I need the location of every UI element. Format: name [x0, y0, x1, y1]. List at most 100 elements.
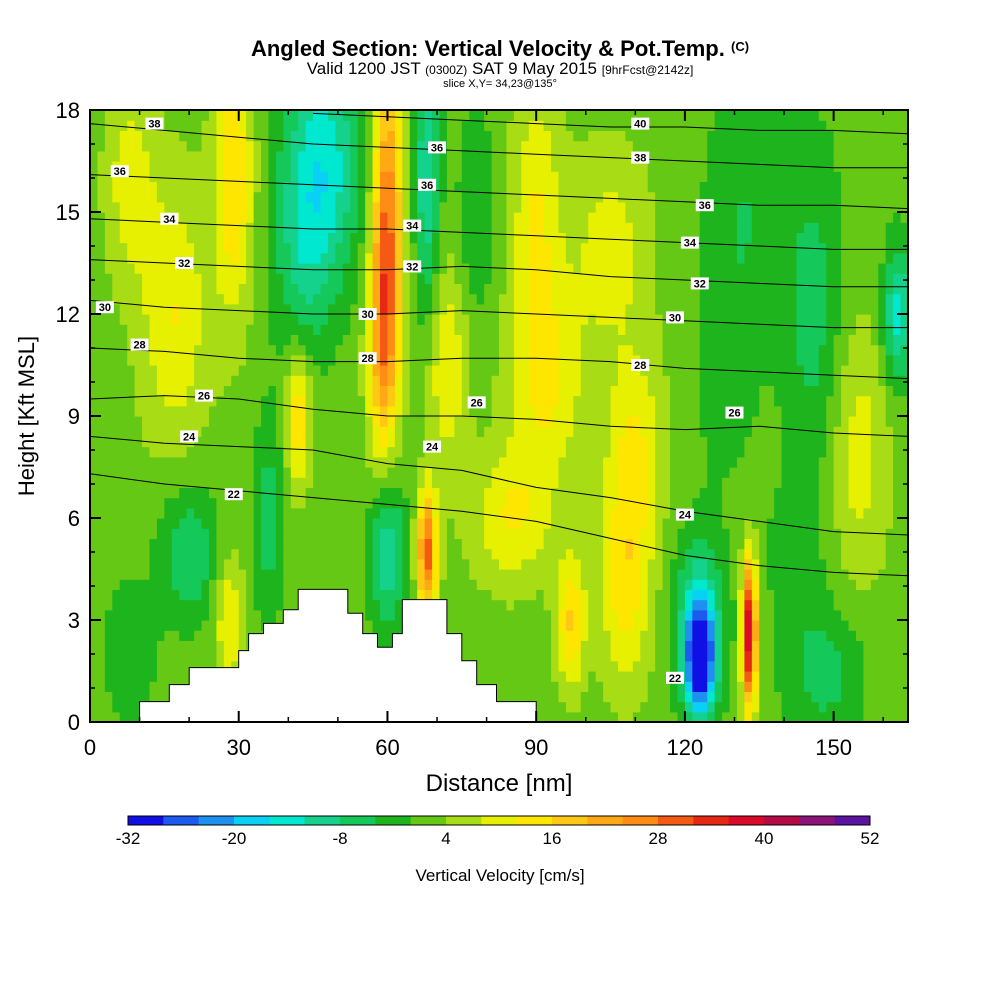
- velocity-cell: [238, 426, 247, 437]
- velocity-cell: [327, 416, 336, 427]
- velocity-cell: [789, 344, 798, 356]
- velocity-cell: [104, 650, 113, 662]
- velocity-cell: [699, 538, 708, 550]
- velocity-cell: [290, 569, 299, 580]
- velocity-cell: [692, 711, 701, 722]
- velocity-cell: [677, 354, 686, 366]
- velocity-cell: [811, 436, 820, 448]
- velocity-cell: [253, 436, 262, 448]
- velocity-cell: [491, 538, 500, 550]
- velocity-cell: [736, 640, 745, 652]
- velocity-cell: [513, 436, 522, 448]
- velocity-cell: [573, 385, 582, 397]
- velocity-cell: [112, 303, 121, 315]
- velocity-cell: [208, 273, 218, 284]
- velocity-cell: [357, 548, 366, 560]
- velocity-cell: [893, 344, 902, 356]
- velocity-cell: [223, 579, 232, 590]
- velocity-cell: [469, 436, 478, 448]
- velocity-cell: [543, 579, 552, 590]
- velocity-cell: [409, 365, 418, 376]
- velocity-cell: [127, 303, 136, 315]
- velocity-cell: [796, 303, 805, 315]
- velocity-cell: [558, 385, 567, 397]
- velocity-cell: [811, 365, 820, 376]
- velocity-cell: [208, 446, 218, 458]
- velocity-cell: [320, 375, 329, 386]
- velocity-cell: [848, 354, 857, 366]
- velocity-cell: [662, 263, 671, 274]
- velocity-cell: [692, 691, 701, 703]
- velocity-cell: [387, 375, 396, 386]
- velocity-cell: [119, 620, 128, 631]
- velocity-cell: [610, 589, 619, 601]
- velocity-cell: [662, 518, 671, 529]
- velocity-cell: [595, 569, 604, 580]
- velocity-cell: [766, 640, 775, 652]
- velocity-cell: [238, 252, 247, 264]
- velocity-cell: [573, 263, 582, 274]
- velocity-cell: [112, 691, 121, 703]
- velocity-cell: [870, 640, 879, 652]
- velocity-cell: [855, 660, 864, 672]
- velocity-cell: [684, 650, 693, 662]
- velocity-cell: [699, 660, 708, 672]
- velocity-cell: [543, 569, 552, 580]
- velocity-cell: [521, 497, 530, 509]
- velocity-cell: [751, 711, 760, 722]
- velocity-cell: [610, 344, 619, 356]
- velocity-cell: [580, 375, 589, 386]
- velocity-cell: [90, 640, 99, 652]
- velocity-cell: [617, 293, 627, 305]
- velocity-cell: [841, 691, 850, 703]
- velocity-cell: [201, 416, 210, 427]
- velocity-cell: [796, 711, 805, 722]
- velocity-cell: [275, 303, 284, 315]
- velocity-cell: [513, 273, 522, 284]
- velocity-cell: [870, 630, 879, 641]
- velocity-cell: [610, 620, 619, 631]
- velocity-cell: [670, 589, 679, 601]
- velocity-cell: [521, 334, 530, 346]
- velocity-cell: [692, 538, 701, 550]
- velocity-cell: [558, 426, 567, 437]
- velocity-cell: [796, 589, 805, 601]
- velocity-cell: [826, 344, 835, 356]
- velocity-cell: [261, 528, 270, 539]
- velocity-cell: [855, 579, 864, 590]
- velocity-cell: [580, 528, 589, 539]
- velocity-cell: [127, 599, 136, 611]
- velocity-cell: [119, 395, 128, 407]
- velocity-cell: [759, 375, 768, 386]
- velocity-cell: [848, 538, 857, 550]
- velocity-cell: [707, 283, 716, 295]
- velocity-cell: [320, 365, 329, 376]
- velocity-cell: [365, 477, 374, 488]
- velocity-cell: [208, 599, 218, 611]
- velocity-cell: [617, 620, 627, 631]
- velocity-cell: [380, 609, 389, 621]
- velocity-cell: [179, 569, 188, 580]
- velocity-cell: [454, 528, 463, 539]
- velocity-cell: [595, 507, 604, 519]
- velocity-cell: [722, 456, 731, 468]
- velocity-cell: [863, 487, 872, 499]
- velocity-cell: [513, 487, 522, 499]
- velocity-cell: [744, 620, 753, 631]
- velocity-cell: [655, 569, 664, 580]
- velocity-cell: [662, 395, 671, 407]
- velocity-cell: [699, 405, 708, 417]
- velocity-cell: [402, 487, 411, 499]
- velocity-cell: [617, 487, 627, 499]
- velocity-cell: [803, 405, 812, 417]
- velocity-cell: [506, 324, 515, 335]
- velocity-cell: [335, 416, 344, 427]
- velocity-cell: [803, 620, 812, 631]
- velocity-cell: [670, 303, 679, 315]
- velocity-cell: [320, 334, 329, 346]
- velocity-cell: [781, 609, 790, 621]
- velocity-cell: [789, 569, 798, 580]
- velocity-cell: [878, 487, 887, 499]
- velocity-cell: [476, 558, 485, 570]
- velocity-cell: [521, 599, 530, 611]
